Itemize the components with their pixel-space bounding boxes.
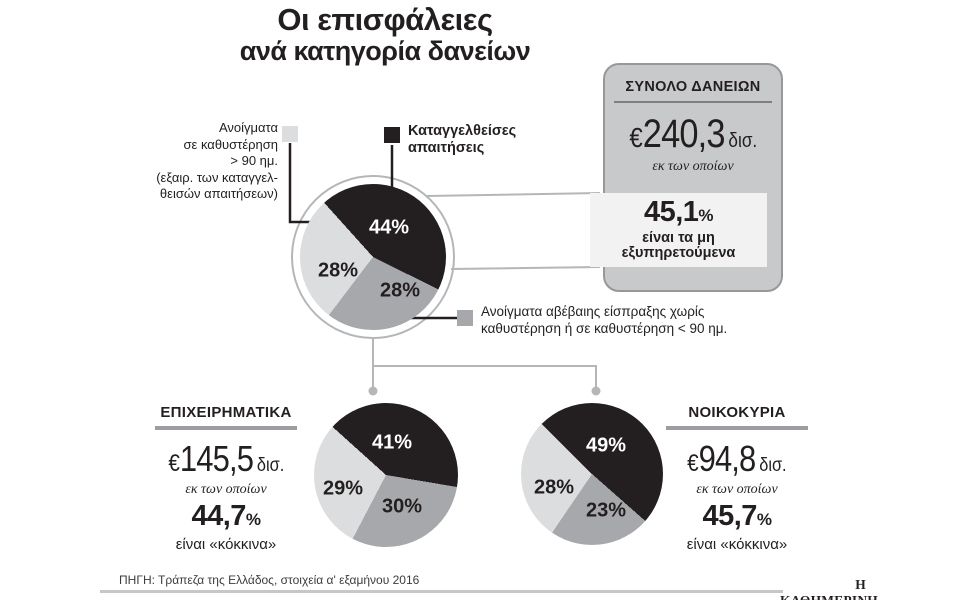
legend-overdue-label: Ανοίγματα σε καθυστέρηση > 90 ημ. (εξαιρ… [148, 120, 278, 203]
funnel-line-bottom [450, 266, 601, 270]
pie-slice-label: 23% [585, 499, 627, 522]
amount-value: 145,5 [179, 438, 254, 479]
business-percentage: 44,7% [149, 501, 303, 535]
legend-overdue-line: Ανοίγματα [218, 120, 278, 135]
pie-slice-label: 28% [533, 476, 575, 499]
percent-sign: % [245, 510, 261, 529]
npl-highlight-box: 45,1% είναι τα μη εξυπηρετούμενα [590, 193, 767, 267]
branch-lines [372, 338, 597, 389]
households-percentage: 45,7% [660, 501, 814, 535]
footer-divider [100, 590, 783, 593]
npl-desc-line: είναι τα μη [642, 230, 715, 246]
pie-slice-label: 44% [368, 216, 410, 239]
legend-denounced-label: Καταγγελθείσες απαιτήσεις [408, 123, 516, 157]
legend-uncertain-label: Ανοίγματα αβέβαιης είσπραξης χωρίς καθυσ… [481, 303, 727, 337]
npl-pct-value: 45,1 [643, 196, 699, 228]
pct-value: 45,7 [702, 500, 757, 532]
legend-overdue-swatch [282, 126, 298, 142]
of-which-label: εκ των οποίων [696, 482, 778, 497]
households-title: ΝΟΙΚΟΚΥΡΙΑ [688, 404, 786, 421]
business-rule [155, 426, 297, 430]
branch-dot-right [591, 386, 601, 396]
pie-business: 41% 29% 30% [314, 403, 458, 547]
amount-unit: δισ. [728, 130, 757, 152]
amount-value: 94,8 [698, 438, 757, 479]
currency-symbol: € [629, 122, 643, 153]
pie-slice-label: 29% [322, 477, 364, 500]
total-amount: €240,3 δισ. [605, 112, 781, 157]
pct-value: 44,7 [191, 500, 246, 532]
percent-sign: % [756, 510, 772, 529]
legend-denounced-swatch [384, 127, 400, 143]
pie-households: 49% 28% 23% [521, 403, 663, 545]
households-amount: €94,8 δισ. [660, 438, 814, 480]
pie-slice-label: 49% [585, 434, 627, 457]
legend-overdue-line: σε καθυστέρηση [183, 136, 278, 152]
npl-percentage: 45,1% [590, 197, 767, 231]
legend-uncertain-line: Ανοίγματα αβέβαιης είσπραξης χωρίς [481, 304, 705, 319]
legend-uncertain-swatch [457, 310, 473, 326]
legend-overdue-line: θεισών απαιτήσεων) [159, 186, 278, 201]
legend-overdue-line: (εξαιρ. των καταγγελ- [156, 169, 278, 185]
legend-overdue-line: > 90 ημ. [230, 153, 278, 168]
pie-slice-label: 41% [371, 431, 413, 454]
panel-title: ΣΥΝΟΛΟ ΔΑΝΕΙΩΝ [625, 79, 761, 95]
amount-unit: δισ. [759, 455, 787, 476]
currency-symbol: € [168, 450, 180, 477]
business-title: ΕΠΙΧΕΙΡΗΜΑΤΙΚΑ [160, 404, 292, 421]
households-rule [666, 426, 808, 430]
percent-sign: % [698, 206, 714, 225]
funnel-line-top [426, 192, 601, 197]
pie-total-loans: 44% 28% 28% [300, 184, 446, 330]
households-desc: είναι «κόκκινα» [686, 536, 788, 553]
legend-denounced-line: απαιτήσεις [408, 140, 485, 156]
pie-slice-label: 30% [381, 495, 423, 518]
leader-line-overdue [288, 143, 315, 224]
pie-slice-label: 28% [379, 279, 421, 302]
legend-denounced-line: Καταγγελθείσες [408, 123, 517, 139]
households-block: ΝΟΙΚΟΚΥΡΙΑ €94,8 δισ. εκ των οποίων 45,7… [660, 404, 814, 553]
publisher-logo: Η ΚΑΘΗΜΕΡΙΝΗ [780, 577, 878, 600]
of-which-label: εκ των οποίων [185, 482, 267, 497]
of-which-label: εκ των οποίων [652, 159, 734, 174]
amount-value: 240,3 [642, 112, 725, 156]
panel-rule [614, 101, 772, 103]
branch-dot-left [368, 386, 378, 396]
business-amount: €145,5 δισ. [149, 438, 303, 480]
npl-desc-line: εξυπηρετούμενα [621, 245, 736, 261]
legend-uncertain-line: καθυστέρηση ή σε καθυστέρηση < 90 ημ. [481, 321, 728, 336]
title-line-1: Οι επισφάλειες [277, 2, 493, 37]
business-block: ΕΠΙΧΕΙΡΗΜΑΤΙΚΑ €145,5 δισ. εκ των οποίων… [149, 404, 303, 553]
pie-slice-label: 28% [317, 259, 359, 282]
amount-unit: δισ. [256, 455, 284, 476]
business-desc: είναι «κόκκινα» [175, 536, 277, 553]
page-title: Οι επισφάλειες ανά κατηγορία δανείων [180, 2, 590, 66]
currency-symbol: € [687, 450, 699, 477]
title-line-2: ανά κατηγορία δανείων [239, 36, 531, 66]
source-note: ΠΗΓΗ: Τράπεζα της Ελλάδος, στοιχεία α' ε… [119, 573, 420, 587]
